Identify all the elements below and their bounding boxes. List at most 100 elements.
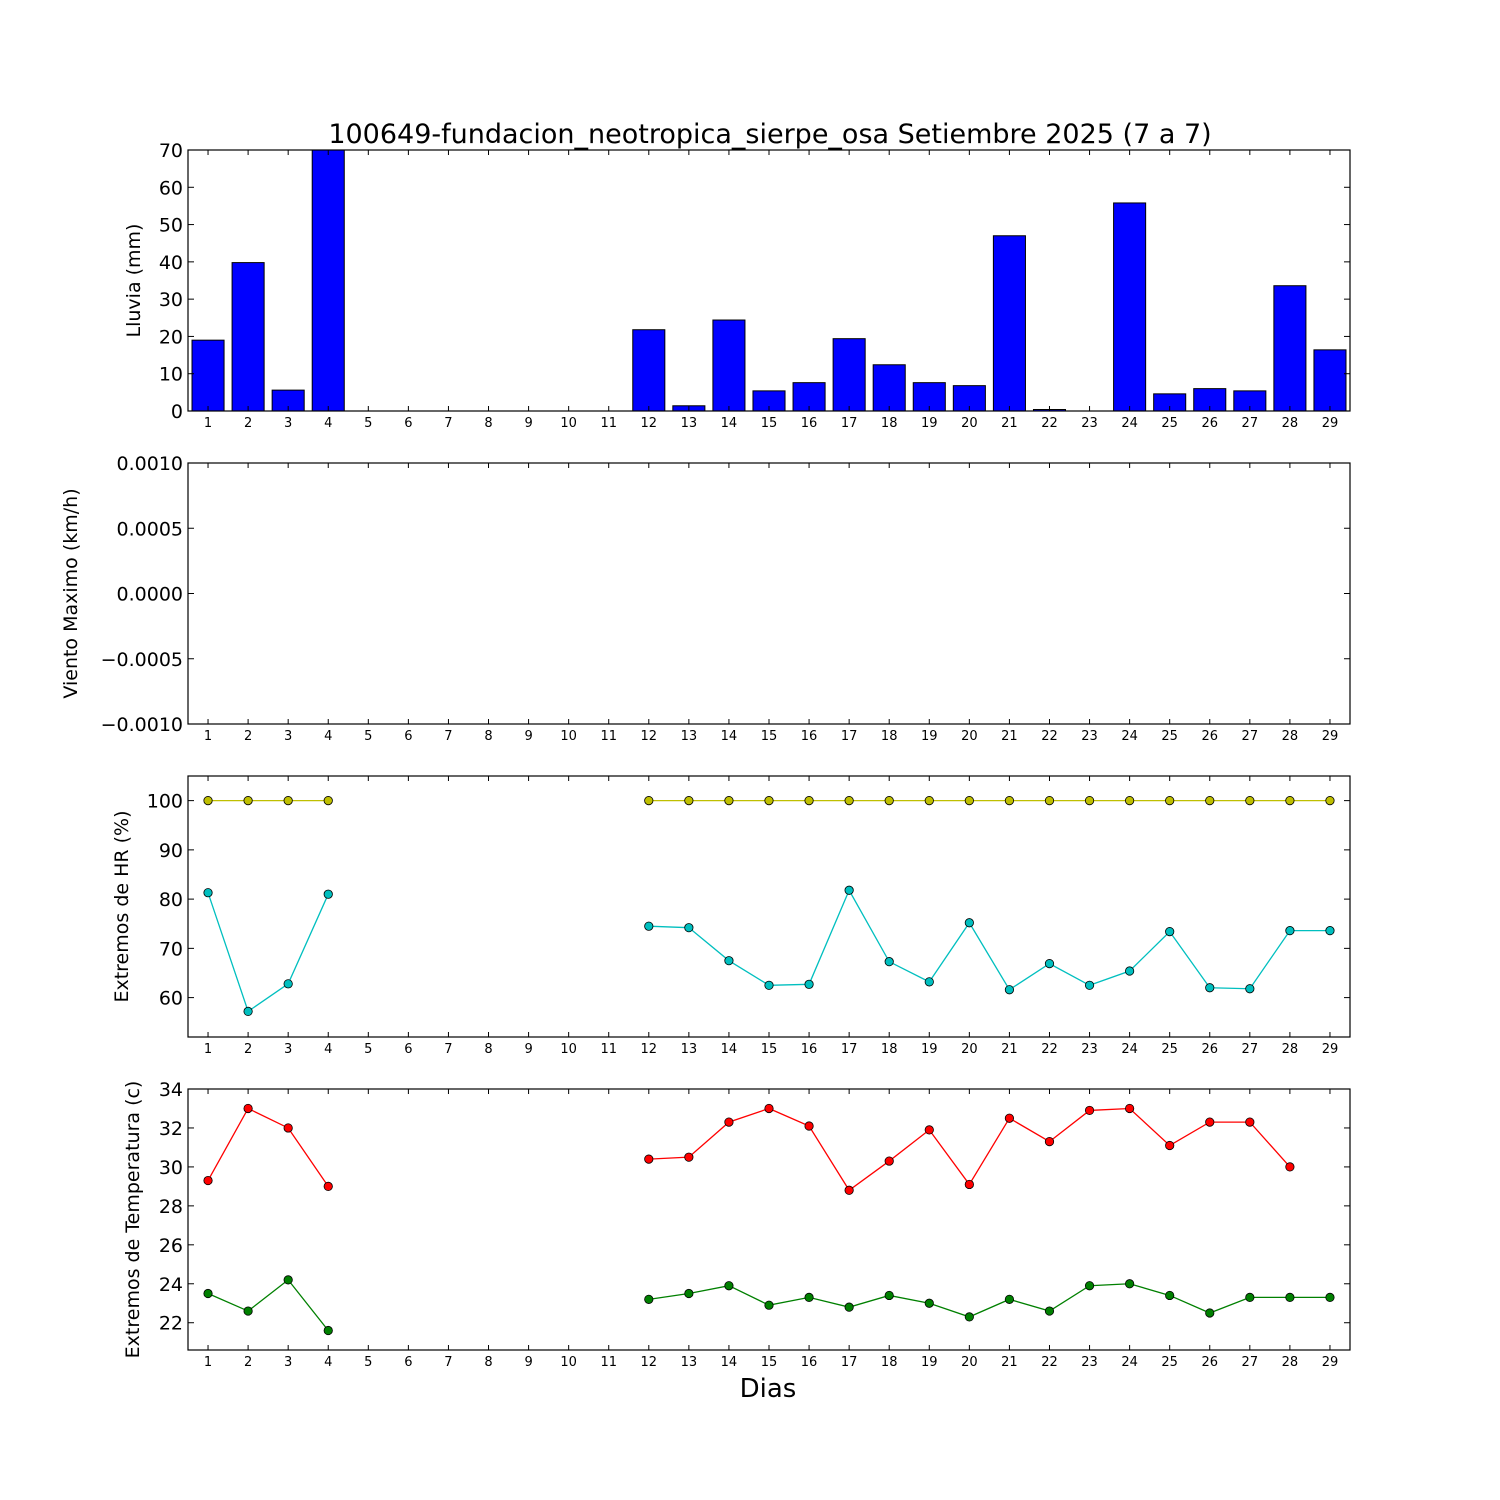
series-2-point-day-22 (1044, 1306, 1055, 1316)
rain-bar-day-1 (191, 339, 225, 412)
x-tick-label: 13 (681, 1355, 698, 1370)
series-2-point-day-3 (283, 1275, 293, 1285)
series-2-point-day-25 (1165, 1290, 1175, 1301)
x-tick-label: 15 (761, 729, 778, 744)
x-tick-label: 7 (444, 729, 452, 744)
rain-bar-day-17 (832, 338, 866, 412)
series-1-point-day-25 (1165, 1140, 1175, 1151)
x-tick-label: 23 (1081, 416, 1098, 431)
x-tick-label: 29 (1322, 1042, 1339, 1057)
series-2-point-day-24 (1125, 966, 1135, 976)
series-2-point-day-20 (964, 918, 974, 928)
y-tick-label: 70 (159, 938, 183, 960)
x-tick-label: 6 (404, 1042, 412, 1057)
x-tick-label: 13 (681, 729, 698, 744)
x-tick-label: 27 (1242, 1355, 1259, 1370)
x-tick-label: 4 (324, 1355, 332, 1370)
series-1-point-day-3 (283, 1123, 293, 1133)
rain-bar-day-14 (712, 319, 746, 412)
series-2-point-day-20 (964, 1312, 974, 1322)
x-tick-label: 27 (1242, 729, 1259, 744)
series-1-point-day-17 (844, 796, 854, 806)
series-1-point-day-12 (644, 796, 654, 806)
x-tick-label: 9 (524, 416, 532, 431)
series-2-point-day-13 (684, 923, 694, 933)
x-tick-label: 1 (204, 1355, 212, 1370)
series-1-point-day-15 (764, 796, 774, 806)
series-1-point-day-21 (1004, 796, 1015, 806)
x-tick-label: 27 (1242, 416, 1259, 431)
chart-title: 100649-fundacion_neotropica_sierpe_osa S… (328, 119, 1211, 150)
series-2-point-day-18 (884, 1290, 894, 1301)
series-2-line (648, 1283, 1330, 1318)
x-tick-label: 11 (600, 729, 617, 744)
x-tick-label: 17 (841, 729, 858, 744)
x-tick-label: 15 (761, 1355, 778, 1370)
series-1-point-day-20 (964, 1179, 974, 1190)
x-tick-label: 16 (801, 729, 818, 744)
x-tick-label: 21 (1001, 1355, 1018, 1370)
series-1-point-day-1 (203, 1175, 213, 1186)
x-tick-label: 2 (244, 1042, 252, 1057)
y-tick-label: 34 (159, 1079, 183, 1101)
x-tick-label: 12 (641, 1355, 658, 1370)
series-2-point-day-29 (1325, 926, 1335, 936)
series-2-point-day-23 (1084, 1281, 1095, 1291)
x-tick-label: 25 (1161, 1355, 1178, 1370)
series-2-point-day-2 (243, 1306, 253, 1316)
x-tick-label: 20 (961, 416, 978, 431)
series-2-point-day-26 (1205, 1308, 1215, 1318)
x-tick-label: 20 (961, 729, 978, 744)
series-2-point-day-25 (1165, 927, 1175, 937)
x-tick-label: 27 (1242, 1042, 1259, 1057)
x-tick-label: 26 (1201, 416, 1218, 431)
series-1-point-day-19 (924, 1125, 934, 1135)
x-tick-label: 13 (681, 416, 698, 431)
x-tick-label: 14 (721, 1042, 738, 1057)
x-tick-label: 26 (1201, 1042, 1218, 1057)
series-1-point-day-22 (1044, 796, 1055, 806)
x-tick-label: 23 (1081, 729, 1098, 744)
series-1-line (207, 1107, 329, 1187)
x-tick-label: 21 (1001, 1042, 1018, 1057)
series-1-point-day-24 (1125, 1103, 1135, 1114)
series-2-point-day-24 (1125, 1279, 1135, 1289)
series-1-point-day-18 (884, 796, 894, 806)
y-tick-label: 80 (159, 889, 183, 911)
x-tick-label: 11 (600, 416, 617, 431)
series-1-point-day-28 (1285, 1162, 1295, 1172)
x-tick-label: 24 (1121, 729, 1138, 744)
y-tick-label: 70 (159, 140, 183, 162)
x-tick-label: 5 (364, 416, 372, 431)
series-2-point-day-15 (764, 1300, 774, 1310)
series-1-point-day-20 (964, 796, 974, 806)
x-tick-label: 19 (921, 1042, 938, 1057)
x-tick-label: 8 (484, 1042, 492, 1057)
y-tick-label: 28 (159, 1196, 183, 1218)
y-tick-label: 26 (159, 1235, 183, 1257)
x-tick-label: 29 (1322, 1355, 1339, 1370)
x-tick-label: 22 (1041, 416, 1058, 431)
y-tick-label: 32 (159, 1118, 183, 1140)
series-2-point-day-14 (724, 956, 734, 966)
x-tick-label: 25 (1161, 1042, 1178, 1057)
x-tick-label: 3 (284, 1042, 292, 1057)
series-1-point-day-4 (323, 1181, 333, 1191)
x-tick-label: 21 (1001, 729, 1018, 744)
x-axis-label: Dias (740, 1374, 797, 1404)
x-tick-label: 20 (961, 1042, 978, 1057)
series-2-point-day-22 (1044, 959, 1055, 969)
x-tick-label: 8 (484, 416, 492, 431)
y-tick-label: 30 (159, 1157, 183, 1179)
x-tick-label: 7 (444, 1355, 452, 1370)
x-tick-label: 8 (484, 1355, 492, 1370)
series-2-point-day-12 (644, 921, 654, 931)
y-tick-label: 0.0005 (117, 518, 183, 540)
x-tick-label: 15 (761, 1042, 778, 1057)
series-1-point-day-27 (1245, 1117, 1255, 1127)
x-tick-label: 6 (404, 416, 412, 431)
series-2-point-day-28 (1285, 1292, 1295, 1303)
